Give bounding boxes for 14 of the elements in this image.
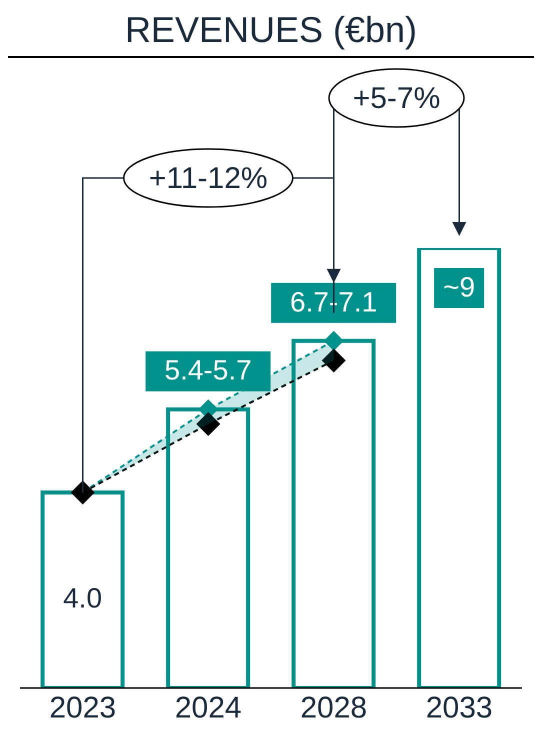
chart-title: REVENUES (€bn) — [8, 8, 534, 58]
point — [196, 412, 220, 436]
data-label: 5.4-5.7 — [164, 354, 252, 386]
x-tick-label: 2023 — [49, 691, 116, 724]
data-label: 6.7-7.1 — [290, 286, 378, 318]
data-label: ~9 — [443, 271, 476, 302]
x-tick-label: 2028 — [300, 691, 368, 724]
point — [322, 348, 346, 372]
text: +5-7% — [352, 82, 440, 115]
x-tick-label: 2033 — [426, 691, 493, 724]
x-tick-label: 2024 — [174, 691, 242, 724]
text: +11-12% — [148, 162, 268, 195]
point — [324, 330, 344, 351]
data-label: 4.0 — [63, 582, 102, 614]
